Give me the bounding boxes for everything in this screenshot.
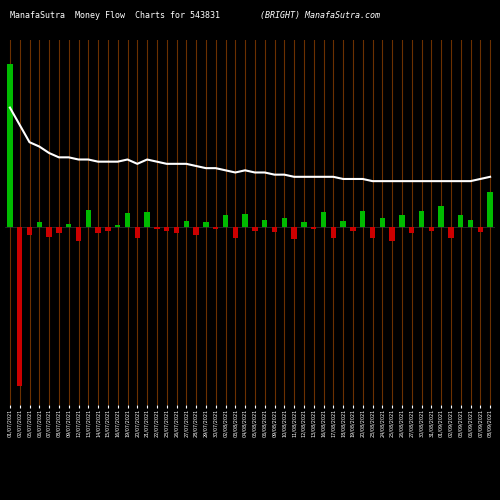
Bar: [370, 226, 375, 238]
Bar: [17, 226, 22, 386]
Bar: [76, 226, 81, 241]
Text: ManafaSutra  Money Flow  Charts for 543831: ManafaSutra Money Flow Charts for 543831: [10, 11, 220, 20]
Bar: [428, 226, 434, 231]
Bar: [419, 211, 424, 226]
Bar: [409, 226, 414, 234]
Bar: [86, 210, 91, 226]
Bar: [350, 226, 356, 231]
Bar: [272, 226, 277, 232]
Bar: [46, 226, 52, 236]
Bar: [380, 218, 385, 226]
Bar: [438, 206, 444, 227]
Bar: [242, 214, 248, 226]
Bar: [488, 192, 493, 226]
Bar: [262, 220, 268, 226]
Bar: [174, 226, 179, 234]
Bar: [125, 213, 130, 226]
Bar: [390, 226, 395, 241]
Bar: [56, 226, 62, 232]
Bar: [282, 218, 287, 226]
Bar: [468, 220, 473, 226]
Bar: [458, 215, 464, 226]
Bar: [66, 224, 71, 226]
Bar: [115, 225, 120, 226]
Bar: [36, 222, 42, 226]
Bar: [330, 226, 336, 237]
Bar: [203, 222, 208, 226]
Bar: [311, 226, 316, 230]
Bar: [105, 226, 110, 231]
Bar: [340, 220, 346, 226]
Bar: [360, 210, 366, 226]
Bar: [194, 226, 199, 235]
Bar: [96, 226, 101, 234]
Bar: [292, 226, 297, 239]
Bar: [164, 226, 170, 231]
Bar: [213, 226, 218, 230]
Bar: [27, 226, 32, 235]
Text: (BRIGHT) ManafaSutra.com: (BRIGHT) ManafaSutra.com: [260, 11, 380, 20]
Bar: [252, 226, 258, 231]
Bar: [134, 226, 140, 238]
Bar: [144, 212, 150, 226]
Bar: [7, 64, 12, 226]
Bar: [232, 226, 238, 237]
Bar: [184, 220, 189, 226]
Bar: [301, 222, 306, 226]
Bar: [154, 226, 160, 230]
Bar: [321, 212, 326, 226]
Bar: [399, 215, 404, 226]
Bar: [223, 215, 228, 226]
Bar: [448, 226, 454, 237]
Bar: [478, 226, 483, 232]
